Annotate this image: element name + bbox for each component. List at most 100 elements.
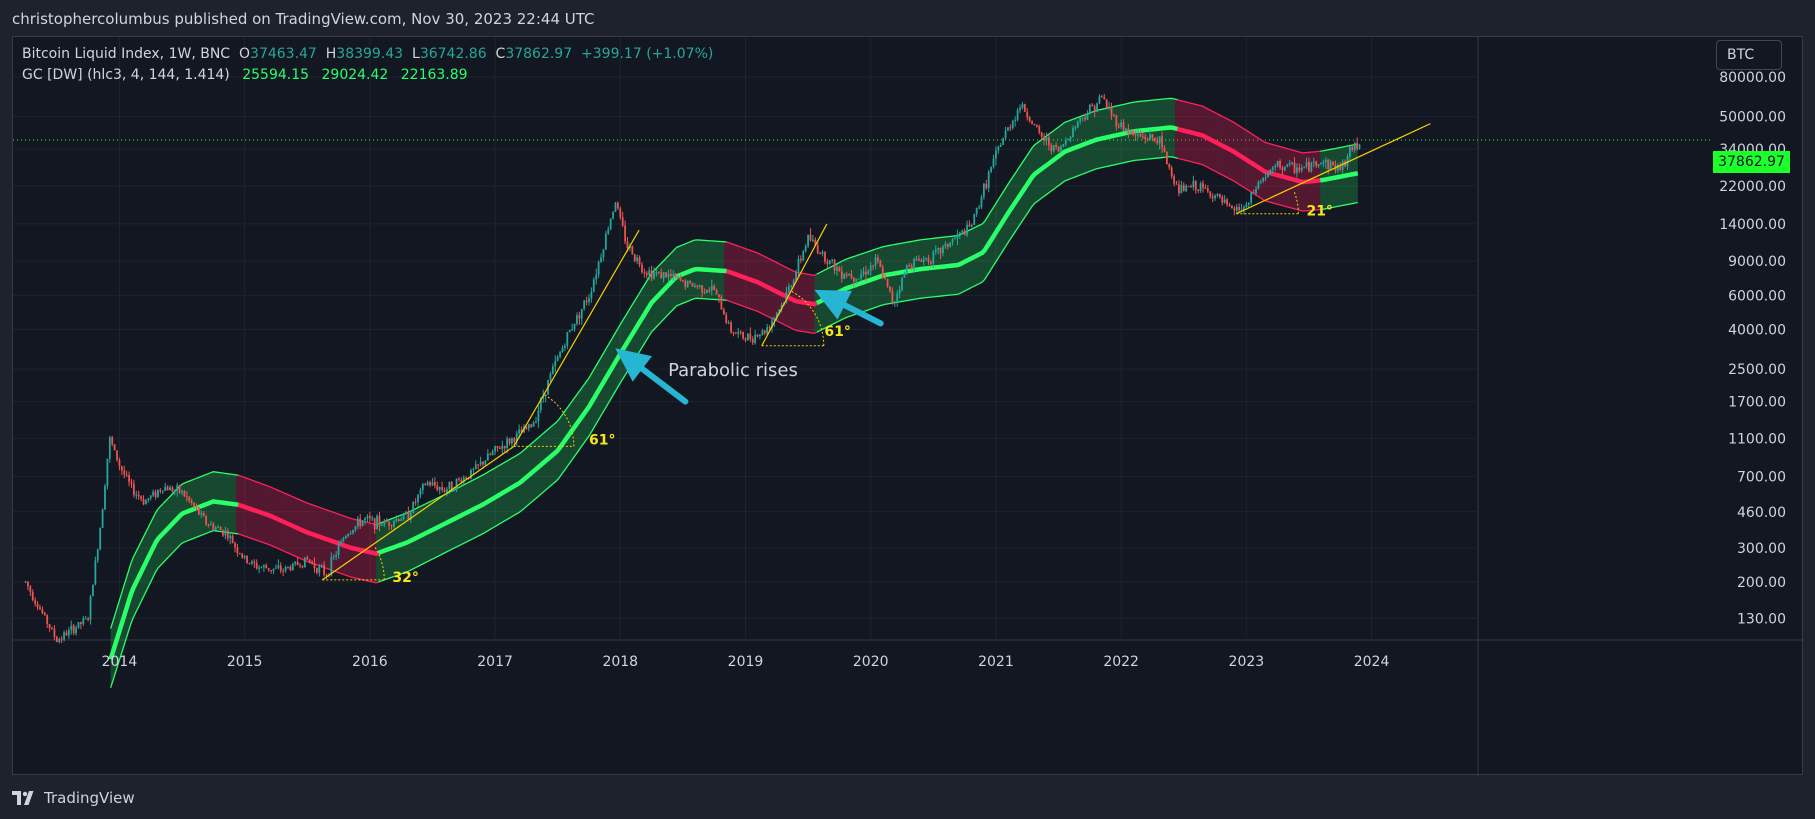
candle-body [812, 239, 814, 241]
candle-body [472, 468, 475, 470]
candle-body [1108, 106, 1111, 108]
candle-body [946, 243, 949, 248]
price-chart[interactable]: 32° 61° 61° 21° Parabolic rises 80000.00 5000… [13, 37, 1804, 776]
time-tick-label: 2017 [477, 654, 513, 670]
candle-body [484, 460, 487, 465]
candle-body [104, 485, 106, 510]
candle-body [395, 518, 398, 521]
candle-body [419, 489, 422, 495]
candle-body [421, 483, 424, 490]
candle-body [1098, 96, 1101, 104]
candle-body [691, 282, 694, 287]
candle-body [340, 541, 342, 545]
candle-body [537, 410, 540, 422]
candle-body [855, 278, 858, 282]
candle-body [1002, 138, 1005, 145]
high-label: H [325, 46, 337, 62]
band-upper-line [816, 97, 1178, 275]
candle-body [212, 523, 215, 530]
candle-body [417, 494, 419, 503]
candle-body [836, 267, 838, 271]
candle-body [980, 196, 983, 208]
candle-body [961, 230, 964, 233]
candle-body [214, 527, 217, 530]
candle-body [626, 241, 629, 248]
candle-body [669, 273, 672, 276]
candle-body [380, 524, 383, 526]
candle-body [874, 257, 877, 266]
candle-body [94, 560, 97, 585]
candle-body [503, 446, 506, 449]
candle-body [787, 286, 790, 292]
candle-body [648, 270, 651, 276]
time-tick-label: 2018 [602, 654, 638, 670]
candle-body [1252, 192, 1255, 194]
candle-body [891, 290, 894, 303]
candle-body [970, 224, 973, 227]
candle-body [958, 232, 961, 235]
time-tick-label: 2014 [102, 654, 138, 670]
candle-body [315, 568, 318, 573]
candle-body [1007, 127, 1009, 131]
footer[interactable]: TradingView [12, 786, 135, 810]
candle-body [1127, 128, 1130, 134]
candle-body [210, 523, 212, 525]
candle-body [311, 561, 313, 564]
candle-body [645, 272, 648, 276]
candle-body [383, 521, 386, 525]
candle-body [27, 581, 29, 587]
candle-body [258, 567, 260, 569]
candle-body [804, 246, 807, 252]
candle-body [1255, 188, 1257, 194]
candle-body [1115, 115, 1118, 127]
candle-body [840, 271, 843, 279]
candle-body [898, 289, 901, 294]
candle-body [152, 491, 155, 496]
candle-body [910, 265, 913, 269]
candle-body [674, 273, 677, 278]
candle-body [681, 280, 684, 282]
angle-arc [542, 393, 575, 447]
candle-body [195, 506, 198, 508]
candle-body [771, 320, 773, 329]
arrow-shaft [639, 365, 689, 405]
candle-body [282, 570, 285, 572]
band-mid-line [725, 268, 818, 307]
band-mid-line [815, 125, 1179, 305]
candle-body [193, 502, 195, 507]
candle-body [161, 490, 164, 492]
candle-body [246, 555, 248, 563]
candle-body [655, 272, 658, 274]
candle-body [939, 248, 942, 254]
chart-frame[interactable]: 32° 61° 61° 21° Parabolic rises 80000.00 5000… [12, 36, 1804, 776]
price-tick-label: 300.00 [1737, 541, 1786, 557]
candle-body [790, 285, 793, 287]
candle-body [1211, 196, 1214, 199]
candle-body [749, 333, 752, 340]
candle-body [1093, 106, 1096, 113]
candle-body [759, 334, 761, 337]
candle-body [848, 274, 850, 276]
candle-body [807, 234, 810, 247]
candle-body [1247, 202, 1250, 205]
candle-body [272, 568, 275, 571]
candle-body [113, 444, 116, 451]
currency-button[interactable]: BTC [1716, 40, 1782, 70]
candle-body [607, 229, 610, 234]
candle-body [270, 570, 273, 572]
candle-body [1088, 104, 1091, 114]
candle-body [1303, 166, 1306, 168]
indicator-row: GC [DW] (hlc3, 4, 144, 1.414) 25594.15 2… [22, 65, 713, 86]
candle-body [294, 561, 297, 564]
band-upper-line [378, 239, 727, 525]
candle-body [120, 466, 123, 471]
candle-body [1245, 204, 1248, 208]
time-tick-label: 2016 [352, 654, 388, 670]
candle-body [636, 257, 639, 261]
candle-body [1262, 177, 1265, 182]
candle-body [1346, 156, 1349, 167]
candle-body [530, 424, 533, 427]
candle-body [850, 274, 853, 278]
candle-body [937, 248, 940, 250]
candle-body [1283, 166, 1286, 170]
